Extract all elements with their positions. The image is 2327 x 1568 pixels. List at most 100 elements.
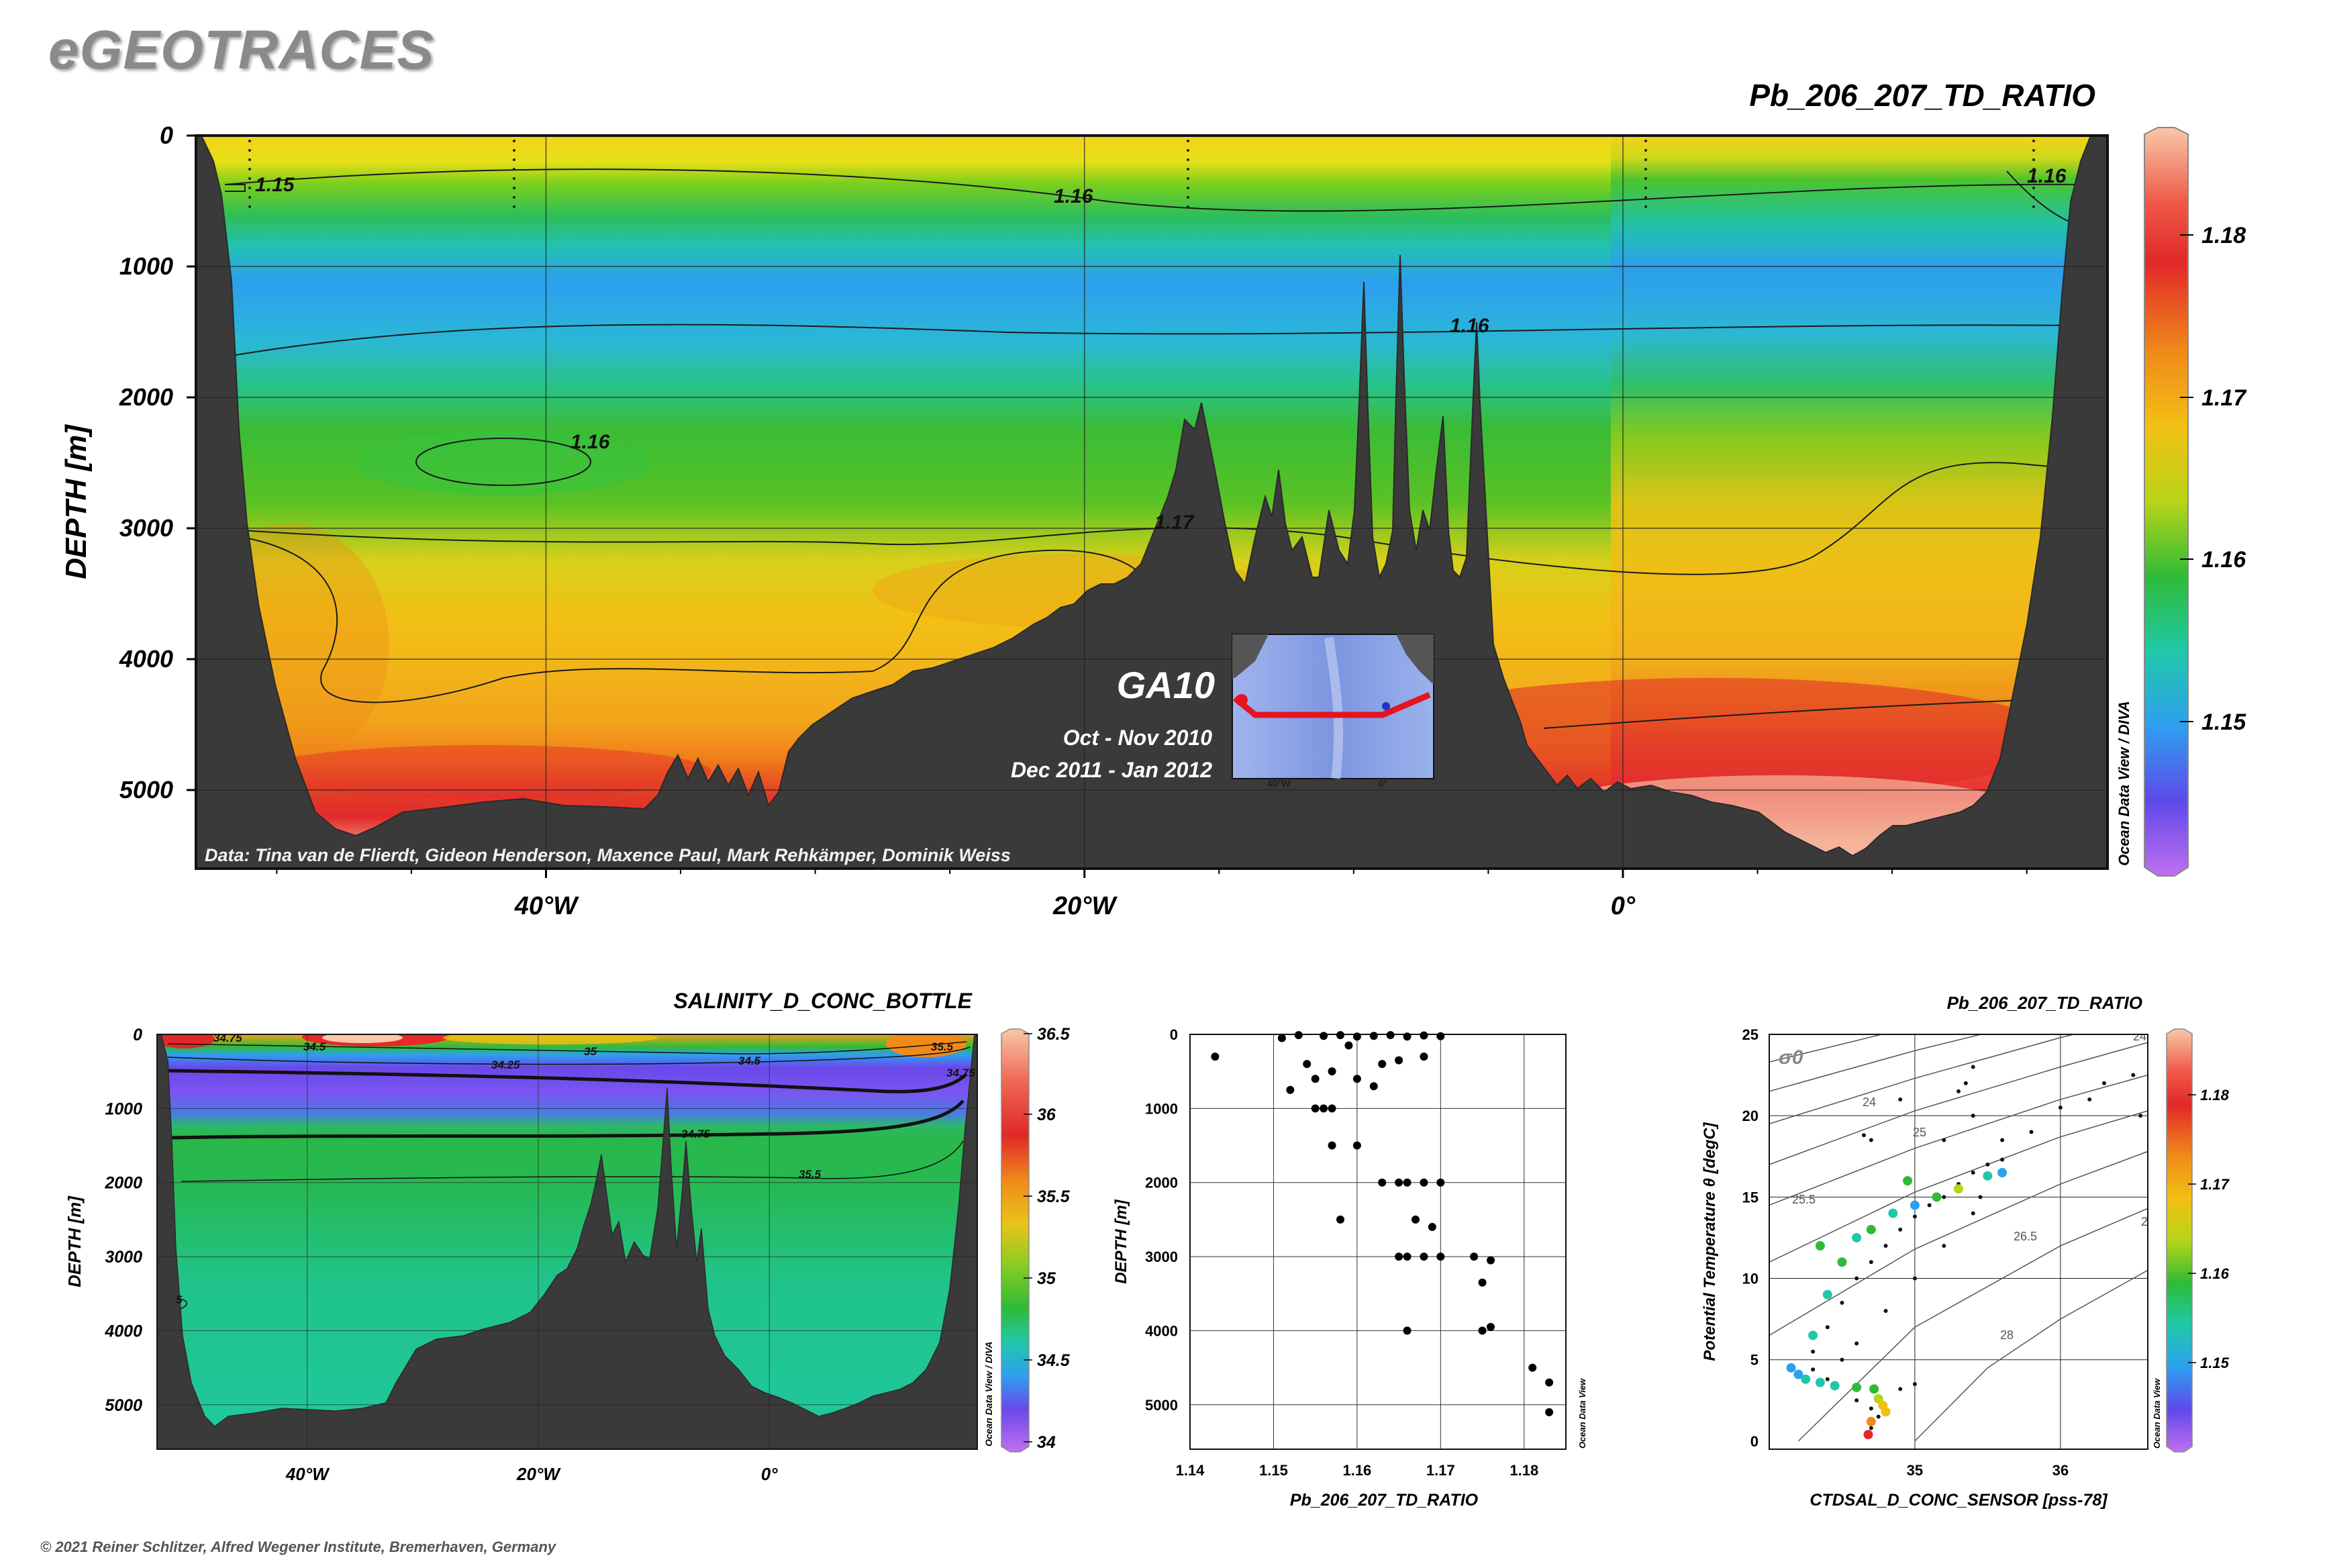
x-tick-label: 0°: [761, 1464, 778, 1484]
sample-dot: [2032, 140, 2035, 142]
colorbar-label: 34: [1037, 1433, 1056, 1452]
data-point: [1412, 1215, 1420, 1224]
data-point: [1303, 1060, 1311, 1069]
data-point: [2138, 1114, 2143, 1118]
colorbar-pb: 1.15 1.16 1.17 1.18 Ocean Data View / DIVA: [2116, 127, 2247, 877]
data-point: [1883, 1244, 1888, 1248]
sample-dot: [2032, 187, 2035, 189]
colored-data-point: [1910, 1200, 1920, 1210]
data-point: [1840, 1357, 1844, 1362]
data-point: [1352, 1075, 1361, 1083]
main-green-eddy: [356, 431, 651, 495]
sample-dot: [2032, 177, 2035, 180]
data-point: [1344, 1041, 1353, 1050]
data-point: [1369, 1032, 1378, 1040]
ts-plot: 24 25 25.5 26.5 27 28 24.5 σ0: [1769, 1034, 2148, 1449]
y-tick-label: 4000: [104, 1322, 142, 1340]
x-tick-label: 1.15: [1259, 1462, 1288, 1479]
y-axis-label: Potential Temperature θ [degC]: [1701, 1122, 1719, 1361]
colored-data-point: [1881, 1407, 1891, 1417]
y-tick-label: 0: [160, 121, 173, 149]
x-tick-label: 1.18: [1509, 1462, 1538, 1479]
sample-dot: [248, 140, 251, 142]
data-point: [1898, 1097, 1903, 1101]
isopycnal-label: 24: [1863, 1095, 1876, 1109]
inset-map: 40°W 0°: [1232, 634, 1434, 789]
sample-dot: [248, 149, 251, 152]
data-point: [1971, 1114, 1975, 1118]
contour-label: 34.5: [303, 1040, 326, 1053]
y-tick-label: 3000: [119, 514, 173, 542]
plot-frame: [1189, 1034, 1567, 1450]
data-point: [1811, 1349, 1816, 1354]
contour-line: [231, 324, 2081, 356]
colored-data-point: [1852, 1382, 1862, 1392]
data-point: [1320, 1032, 1328, 1040]
colorbar-label: 35.5: [1037, 1187, 1071, 1206]
data-point: [1942, 1195, 1946, 1199]
data-point: [1883, 1309, 1888, 1313]
salinity-plot: [157, 1034, 977, 1449]
isopycnal-label: 26.5: [2014, 1230, 2037, 1243]
data-point: [1825, 1325, 1830, 1330]
data-point: [1957, 1089, 1961, 1093]
sample-dot: [1644, 140, 1647, 142]
colored-data-point: [1793, 1369, 1803, 1379]
y-tick-label: 5: [1750, 1352, 1759, 1369]
sample-dot: [248, 205, 251, 208]
colored-data-point: [1808, 1330, 1818, 1340]
data-point: [1963, 1081, 1968, 1085]
data-point: [1286, 1085, 1295, 1094]
inset-ridge: [1324, 637, 1344, 779]
data-point: [2000, 1138, 2005, 1142]
chart-title: Pb_206_207_TD_RATIO: [1947, 993, 2142, 1013]
data-point: [1854, 1276, 1859, 1281]
sample-dot: [1644, 168, 1647, 170]
sample-dot: [1644, 187, 1647, 189]
data-point: [1311, 1104, 1320, 1113]
data-credit: Data: Tina van de Flierdt, Gideon Hender…: [205, 845, 1011, 865]
sample-dot: [1644, 196, 1647, 199]
watermark: Ocean Data View: [2152, 1378, 2162, 1449]
data-point: [1869, 1138, 1873, 1142]
data-point: [1378, 1178, 1387, 1187]
sample-dot: [513, 177, 515, 180]
data-point: [1912, 1214, 1917, 1219]
inset-station: [1382, 702, 1390, 710]
contour-label: 1.16: [2027, 165, 2067, 187]
colorbar-label: 1.18: [2201, 223, 2246, 248]
y-tick-label: 2000: [104, 1174, 142, 1193]
colorbar-body: [2144, 127, 2189, 877]
data-point: [1912, 1382, 1917, 1387]
colored-data-point: [1866, 1416, 1876, 1426]
y-tick-label: 0: [133, 1026, 142, 1044]
sample-dot: [513, 149, 515, 152]
colored-data-point: [1822, 1289, 1832, 1300]
y-tick-label: 3000: [1145, 1248, 1178, 1265]
colorbar-body: [2166, 1028, 2193, 1453]
contour-line: [225, 184, 246, 192]
contour-label: 35: [584, 1045, 597, 1058]
data-point: [1328, 1141, 1336, 1150]
plot-frame: [1769, 1034, 2148, 1450]
isopycnal-line: [1914, 1269, 2148, 1442]
watermark: Ocean Data View: [1577, 1378, 1587, 1449]
colored-data-point: [1863, 1430, 1873, 1440]
data-point: [1898, 1227, 1903, 1232]
contour-label: 1.16: [571, 431, 610, 453]
data-point: [1869, 1406, 1873, 1411]
contour-label: 5: [176, 1293, 183, 1306]
plot-frame: [195, 134, 2109, 870]
data-point: [1403, 1032, 1412, 1041]
inset-land: [1232, 634, 1269, 678]
inset-cruise-track: [1233, 691, 1431, 718]
data-point: [1545, 1408, 1554, 1416]
sample-dot: [1644, 158, 1647, 161]
colored-data-point: [1830, 1381, 1840, 1391]
y-tick-label: 5000: [1145, 1397, 1178, 1414]
y-tick-label: 5000: [105, 1396, 142, 1415]
contour-line: [167, 1041, 967, 1055]
colorbar-label: 35: [1037, 1269, 1056, 1288]
data-point: [1862, 1133, 1866, 1138]
data-point: [1369, 1082, 1378, 1091]
